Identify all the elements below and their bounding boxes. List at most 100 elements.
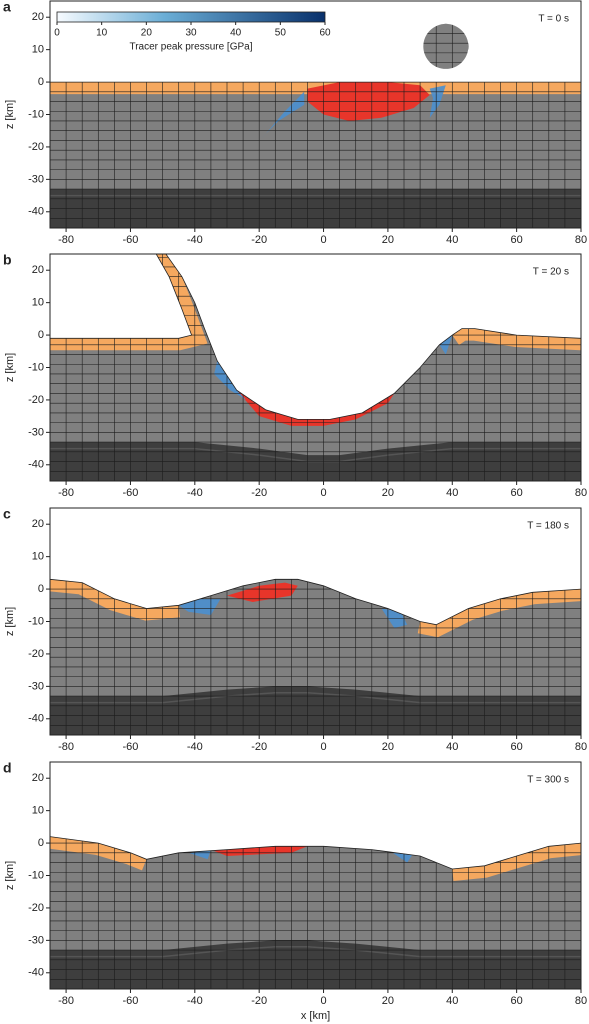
mantle xyxy=(50,940,581,989)
x-tick-label: -60 xyxy=(123,234,139,246)
y-tick-label: 0 xyxy=(38,837,44,849)
x-tick-label: 40 xyxy=(446,995,458,1007)
y-tick-label: -20 xyxy=(28,648,44,660)
surface-line xyxy=(50,578,581,626)
panel-label: d xyxy=(3,760,12,776)
y-tick-label: 10 xyxy=(32,551,44,563)
y-tick-label: 0 xyxy=(38,583,44,595)
x-tick-label: -40 xyxy=(187,741,203,753)
panel-label: a xyxy=(3,0,11,15)
x-tick-label: -40 xyxy=(187,234,203,246)
colorbar-tick-label: 30 xyxy=(185,28,197,39)
y-tick-label: 0 xyxy=(38,76,44,88)
x-tick-label: 80 xyxy=(575,234,587,246)
plot-area xyxy=(50,23,581,228)
x-tick-label: 40 xyxy=(446,487,458,499)
time-annotation: T = 180 s xyxy=(527,521,569,532)
time-annotation: T = 20 s xyxy=(533,267,569,278)
y-tick-label: -30 xyxy=(28,934,44,946)
y-tick-label: -20 xyxy=(28,141,44,153)
x-tick-label: 80 xyxy=(575,487,587,499)
x-tick-label: 80 xyxy=(575,995,587,1007)
y-tick-label: -30 xyxy=(28,173,44,185)
y-tick-label: -40 xyxy=(28,967,44,979)
x-tick-label: 20 xyxy=(382,234,394,246)
y-tick-label: -10 xyxy=(28,869,44,881)
x-tick-label: -60 xyxy=(123,487,139,499)
material xyxy=(50,23,581,228)
plot-area xyxy=(50,836,581,989)
x-tick-label: 60 xyxy=(511,995,523,1007)
x-tick-label: 40 xyxy=(446,234,458,246)
x-tick-label: 20 xyxy=(382,487,394,499)
time-annotation: T = 300 s xyxy=(527,775,569,786)
x-tick-label: 0 xyxy=(320,995,326,1007)
x-tick-label: -80 xyxy=(58,487,74,499)
x-tick-label: 0 xyxy=(320,741,326,753)
x-axis-label: x [km] xyxy=(301,1010,330,1022)
x-tick-label: -20 xyxy=(251,487,267,499)
x-tick-label: -20 xyxy=(251,995,267,1007)
x-tick-label: -40 xyxy=(187,995,203,1007)
sediment-layer xyxy=(50,254,208,351)
colorbar-tick-label: 10 xyxy=(96,28,108,39)
colorbar-tick-label: 20 xyxy=(141,28,153,39)
y-tick-label: 10 xyxy=(32,297,44,309)
y-axis-label: z [km] xyxy=(4,607,16,636)
colorbar-tick-label: 50 xyxy=(275,28,287,39)
y-tick-label: 20 xyxy=(32,11,44,23)
x-tick-label: -60 xyxy=(123,741,139,753)
y-tick-label: 20 xyxy=(32,772,44,784)
y-tick-label: -20 xyxy=(28,902,44,914)
x-tick-label: 60 xyxy=(511,487,523,499)
y-tick-label: -40 xyxy=(28,206,44,218)
y-tick-label: -10 xyxy=(28,615,44,627)
panel-label: c xyxy=(3,506,11,522)
x-tick-label: -20 xyxy=(251,741,267,753)
colorbar-label: Tracer peak pressure [GPa] xyxy=(129,42,252,53)
colorbar xyxy=(56,11,326,23)
x-tick-label: 60 xyxy=(511,234,523,246)
y-tick-label: -40 xyxy=(28,713,44,725)
material xyxy=(50,836,581,989)
y-axis-label: z [km] xyxy=(4,861,16,890)
x-tick-label: 60 xyxy=(511,741,523,753)
x-tick-label: 0 xyxy=(320,234,326,246)
y-tick-label: 20 xyxy=(32,518,44,530)
melt-region xyxy=(236,390,395,426)
colorbar-tick-label: 40 xyxy=(230,28,242,39)
material xyxy=(50,579,581,735)
x-tick-label: 0 xyxy=(320,487,326,499)
x-tick-label: -80 xyxy=(58,234,74,246)
y-tick-label: -10 xyxy=(28,361,44,373)
x-tick-label: 20 xyxy=(382,995,394,1007)
time-annotation: T = 0 s xyxy=(538,14,569,25)
y-tick-label: -30 xyxy=(28,680,44,692)
x-tick-label: 40 xyxy=(446,741,458,753)
y-tick-label: 0 xyxy=(38,329,44,341)
colorbar-tick-label: 60 xyxy=(319,28,331,39)
x-tick-label: 20 xyxy=(382,741,394,753)
y-tick-label: 20 xyxy=(32,264,44,276)
y-tick-label: -40 xyxy=(28,459,44,471)
y-tick-label: 10 xyxy=(32,44,44,56)
plot-area xyxy=(50,254,581,481)
x-tick-label: -20 xyxy=(251,234,267,246)
x-tick-label: -80 xyxy=(58,741,74,753)
y-tick-label: -10 xyxy=(28,108,44,120)
pressure-region xyxy=(178,598,221,615)
surface-line xyxy=(50,254,581,420)
colorbar-tick-label: 0 xyxy=(54,28,60,39)
material xyxy=(50,254,581,481)
y-axis-label: z [km] xyxy=(4,100,16,129)
y-axis-label: z [km] xyxy=(4,353,16,382)
x-tick-label: -40 xyxy=(187,487,203,499)
surface-line xyxy=(50,836,581,870)
x-tick-label: -60 xyxy=(123,995,139,1007)
mantle xyxy=(50,686,581,735)
melt-region xyxy=(227,582,298,602)
y-tick-label: -30 xyxy=(28,426,44,438)
pressure-region xyxy=(259,91,305,141)
x-tick-label: -80 xyxy=(58,995,74,1007)
plot-area xyxy=(50,578,581,735)
